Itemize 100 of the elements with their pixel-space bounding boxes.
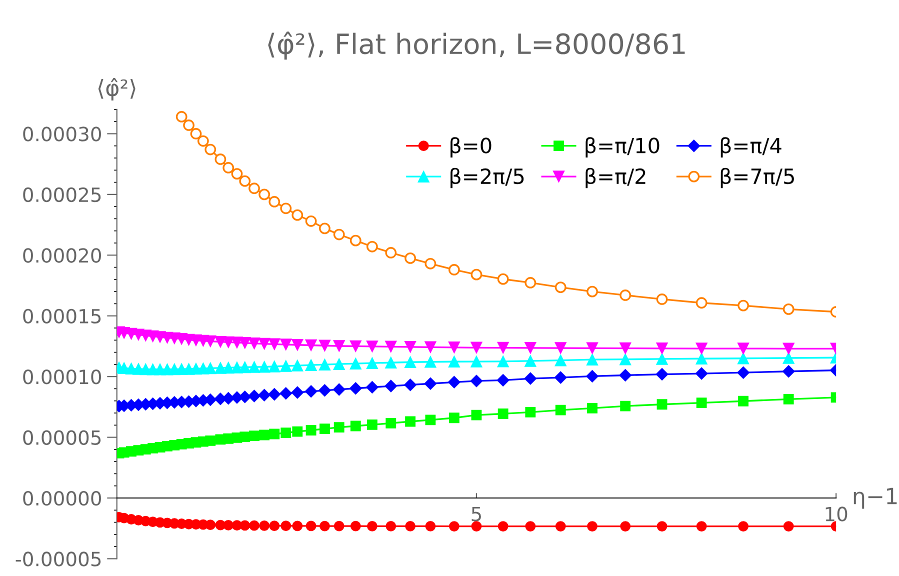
point <box>384 356 397 369</box>
point <box>524 342 536 354</box>
point <box>291 360 304 372</box>
point <box>783 394 794 404</box>
point <box>259 430 270 440</box>
point <box>305 215 317 227</box>
point <box>366 240 378 252</box>
point <box>555 521 566 532</box>
y-tick-label: 0.00005 <box>23 430 101 445</box>
point <box>183 120 194 131</box>
point <box>496 374 510 386</box>
point <box>349 382 362 395</box>
point <box>524 355 536 367</box>
point <box>424 341 436 354</box>
point <box>197 135 209 147</box>
point <box>619 353 632 366</box>
point <box>205 520 216 530</box>
legend-label: β=π/10 <box>586 137 660 158</box>
point <box>470 342 482 354</box>
point <box>204 144 216 156</box>
point <box>737 342 750 354</box>
point <box>248 361 260 373</box>
point <box>696 297 708 309</box>
point <box>656 399 668 410</box>
point <box>404 252 416 264</box>
point <box>386 418 396 428</box>
point <box>240 432 250 442</box>
point <box>424 377 437 390</box>
point <box>471 410 482 420</box>
point <box>386 520 396 532</box>
point <box>238 361 251 374</box>
point <box>695 367 708 380</box>
point <box>280 360 292 372</box>
y-tick-label: 0.00015 <box>23 308 101 324</box>
point <box>248 390 260 402</box>
point <box>190 128 202 140</box>
point <box>782 352 795 364</box>
point <box>620 290 632 301</box>
point <box>350 234 362 246</box>
point <box>696 342 708 354</box>
point <box>385 247 397 258</box>
point <box>738 521 749 532</box>
point <box>425 414 436 426</box>
point <box>448 376 460 388</box>
point <box>333 340 346 352</box>
point <box>524 277 536 288</box>
point <box>497 273 509 285</box>
point <box>320 424 330 434</box>
y-tick-label: 0.00010 <box>23 370 101 384</box>
point <box>497 355 509 368</box>
point <box>405 520 416 532</box>
point <box>350 358 362 370</box>
y-tick-label: 0.00020 <box>23 248 101 263</box>
point <box>269 520 280 532</box>
point <box>205 435 216 446</box>
y-tick-label: -0.00005 <box>16 552 101 566</box>
legend-label: β=0 <box>450 137 492 158</box>
point <box>334 520 344 532</box>
point <box>304 385 318 398</box>
point <box>366 381 378 394</box>
point <box>448 356 460 368</box>
point <box>249 520 260 531</box>
point <box>268 196 280 208</box>
point <box>333 228 345 240</box>
point <box>554 371 567 384</box>
point <box>334 422 344 433</box>
point <box>222 162 234 174</box>
point <box>249 430 260 442</box>
point <box>424 258 436 270</box>
point <box>223 520 234 530</box>
point <box>404 356 416 368</box>
point <box>471 521 482 532</box>
point <box>738 396 749 406</box>
point <box>318 358 331 370</box>
point <box>350 520 361 532</box>
point <box>333 358 346 370</box>
point <box>586 354 598 366</box>
point <box>424 356 436 368</box>
x-tick-label: 5 <box>472 506 481 522</box>
point <box>318 384 331 397</box>
point <box>470 268 482 280</box>
point <box>306 425 316 436</box>
point <box>782 342 795 355</box>
point <box>696 352 708 365</box>
point <box>497 342 509 354</box>
point <box>240 520 250 531</box>
point <box>696 521 707 532</box>
point <box>405 416 416 427</box>
point <box>555 404 566 416</box>
point <box>292 426 303 437</box>
point <box>291 338 304 351</box>
point <box>782 365 795 378</box>
point <box>280 202 292 214</box>
point <box>306 520 316 532</box>
point <box>554 342 567 354</box>
chart-title: ⟨φ̂²⟩, Flat horizon, L=8000/861 <box>268 32 685 60</box>
point <box>214 154 226 165</box>
point <box>587 402 598 414</box>
point <box>696 398 707 408</box>
point <box>248 338 260 350</box>
